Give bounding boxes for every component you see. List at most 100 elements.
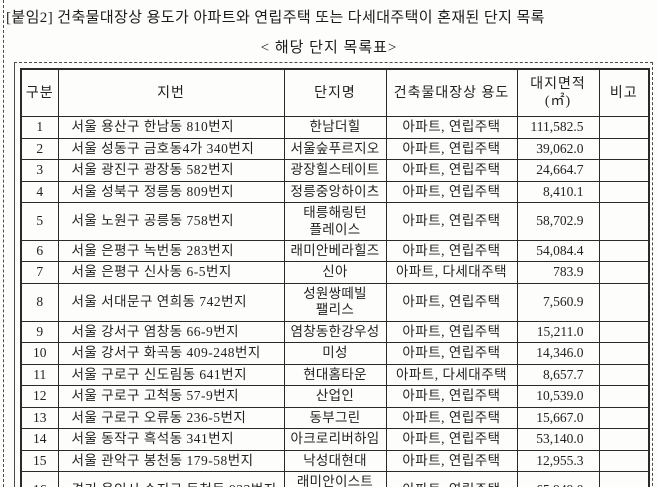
cell-no: 11 (20, 363, 59, 387)
table-row: 16 경기 용인시 수지구 동천동 923번지 래미안이스트 팰리스 아파트, … (20, 471, 650, 487)
cell-complex-name: 아크로리버하임 (283, 428, 387, 451)
cell-address: 서울 관악구 봉천동 179-58번지 (57, 449, 285, 473)
cell-complex-name: 래미안이스트 팰리스 (283, 471, 387, 487)
table-row: 4 서울 성북구 정릉동 809번지 정릉중앙하이츠 아파트, 연립주택 8,4… (20, 180, 650, 204)
table-row: 14 서울 동작구 흑석동 341번지 아크로리버하임 아파트, 연립주택 53… (20, 428, 650, 451)
cell-note (598, 202, 650, 241)
cell-no: 10 (20, 342, 59, 365)
cell-address: 서울 동작구 흑석동 341번지 (57, 428, 285, 451)
table-row: 11 서울 구로구 신도림동 641번지 현대홈타운 아파트, 다세대주택 8,… (20, 363, 650, 387)
cell-area: 53,140.0 (516, 428, 600, 451)
cell-usage: 아파트, 연립주택 (385, 239, 518, 263)
col-header-no: 구분 (20, 68, 59, 118)
cell-complex-name: 태릉해링턴 플레이스 (283, 202, 387, 241)
cell-complex-name: 정릉중앙하이츠 (283, 180, 387, 204)
cell-complex-name: 래미안베라힐즈 (283, 239, 387, 263)
table-row: 7 서울 은평구 신사동 6-5번지 신아 아파트, 다세대주택 783.9 (20, 261, 650, 284)
cell-area: 54,084.4 (516, 239, 600, 263)
table-row: 10 서울 강서구 화곡동 409-248번지 미성 아파트, 연립주택 14,… (20, 342, 650, 365)
cell-address: 서울 광진구 광장동 582번지 (57, 159, 285, 182)
col-header-usage: 건축물대장상 용도 (385, 68, 518, 118)
cell-complex-name: 염창동한강우성 (283, 320, 387, 344)
cell-note (598, 282, 650, 322)
cell-address: 서울 성동구 금호동4가 340번지 (57, 137, 285, 161)
cell-complex-name: 서울숲푸르지오 (283, 137, 387, 161)
cell-address: 서울 은평구 신사동 6-5번지 (57, 261, 285, 284)
cell-usage: 아파트, 다세대주택 (385, 261, 518, 284)
cell-no: 12 (20, 385, 59, 408)
cell-area: 7,560.9 (516, 282, 600, 322)
cell-complex-name: 낙성대현대 (283, 449, 387, 473)
table-row: 9 서울 강서구 염창동 66-9번지 염창동한강우성 아파트, 연립주택 15… (20, 320, 650, 344)
cell-note (598, 449, 650, 473)
cell-no: 6 (20, 239, 59, 263)
cell-area: 12,955.3 (516, 449, 600, 473)
cell-complex-name: 한남더힐 (283, 116, 387, 139)
cell-address: 서울 강서구 화곡동 409-248번지 (57, 342, 285, 365)
col-header-complex: 단지명 (283, 68, 387, 118)
cell-usage: 아파트, 연립주택 (385, 449, 518, 473)
cell-complex-name: 산업인 (283, 385, 387, 408)
table-header-row: 구분 지번 단지명 건축물대장상 용도 대지면적(㎡) 비고 (20, 68, 650, 118)
cell-usage: 아파트, 연립주택 (385, 406, 518, 430)
cell-no: 15 (20, 449, 59, 473)
cell-complex-name: 현대홈타운 (283, 363, 387, 387)
cell-area: 111,582.5 (516, 116, 600, 139)
cell-area: 58,702.9 (516, 202, 600, 241)
cell-complex-name: 동부그린 (283, 406, 387, 430)
cell-usage: 아파트, 연립주택 (385, 137, 518, 161)
cell-no: 1 (20, 116, 59, 139)
cell-complex-name: 신아 (283, 261, 387, 284)
cell-area: 15,211.0 (516, 320, 600, 344)
cell-usage: 아파트, 연립주택 (385, 180, 518, 204)
table-row: 1 서울 용산구 한남동 810번지 한남더힐 아파트, 연립주택 111,58… (20, 116, 650, 139)
cell-address: 서울 서대문구 연희동 742번지 (57, 282, 285, 322)
cell-note (598, 363, 650, 387)
cell-area: 24,664.7 (516, 159, 600, 182)
table-row: 2 서울 성동구 금호동4가 340번지 서울숲푸르지오 아파트, 연립주택 3… (20, 137, 650, 161)
table-caption: < 해당 단지 목록표> (260, 40, 398, 56)
table-row: 13 서울 구로구 오류동 236-5번지 동부그린 아파트, 연립주택 15,… (20, 406, 650, 430)
cell-note (598, 137, 650, 161)
cell-no: 16 (20, 471, 59, 487)
cell-note (598, 471, 650, 487)
table-row: 6 서울 은평구 녹번동 283번지 래미안베라힐즈 아파트, 연립주택 54,… (20, 239, 650, 263)
cell-note (598, 320, 650, 344)
page-title: [붙임2] 건축물대장상 용도가 아파트와 연립주택 또는 다세대주택이 혼재된… (6, 10, 545, 26)
col-header-address: 지번 (57, 68, 285, 118)
cell-address: 서울 노원구 공릉동 758번지 (57, 202, 285, 241)
cell-note (598, 239, 650, 263)
cell-note (598, 342, 650, 365)
cell-no: 5 (20, 202, 59, 241)
page-edge-dashed-line (3, 0, 4, 487)
cell-no: 2 (20, 137, 59, 161)
cell-note (598, 406, 650, 430)
table-row: 8 서울 서대문구 연희동 742번지 성원쌍떼빌 팰리스 아파트, 연립주택 … (20, 282, 650, 322)
cell-address: 서울 용산구 한남동 810번지 (57, 116, 285, 139)
table-row: 12 서울 구로구 고척동 57-9번지 산업인 아파트, 연립주택 10,53… (20, 385, 650, 408)
table-row: 15 서울 관악구 봉천동 179-58번지 낙성대현대 아파트, 연립주택 1… (20, 449, 650, 473)
cell-usage: 아파트, 연립주택 (385, 202, 518, 241)
complex-list-table: 구분 지번 단지명 건축물대장상 용도 대지면적(㎡) 비고 1 서울 용산구 … (20, 68, 650, 487)
cell-area: 10,539.0 (516, 385, 600, 408)
cell-note (598, 385, 650, 408)
cell-note (598, 261, 650, 284)
cell-area: 783.9 (516, 261, 600, 284)
cell-usage: 아파트, 연립주택 (385, 385, 518, 408)
cell-address: 서울 성북구 정릉동 809번지 (57, 180, 285, 204)
cell-area: 15,667.0 (516, 406, 600, 430)
cell-address: 서울 구로구 신도림동 641번지 (57, 363, 285, 387)
cell-area: 8,410.1 (516, 180, 600, 204)
cell-usage: 아파트, 연립주택 (385, 471, 518, 487)
cell-usage: 아파트, 연립주택 (385, 428, 518, 451)
col-header-area: 대지면적(㎡) (516, 68, 600, 118)
cell-usage: 아파트, 연립주택 (385, 282, 518, 322)
cell-no: 4 (20, 180, 59, 204)
cell-no: 7 (20, 261, 59, 284)
table-body: 1 서울 용산구 한남동 810번지 한남더힐 아파트, 연립주택 111,58… (20, 116, 650, 487)
table-row: 5 서울 노원구 공릉동 758번지 태릉해링턴 플레이스 아파트, 연립주택 … (20, 202, 650, 241)
cell-area: 14,346.0 (516, 342, 600, 365)
cell-complex-name: 성원쌍떼빌 팰리스 (283, 282, 387, 322)
cell-no: 3 (20, 159, 59, 182)
cell-address: 서울 은평구 녹번동 283번지 (57, 239, 285, 263)
